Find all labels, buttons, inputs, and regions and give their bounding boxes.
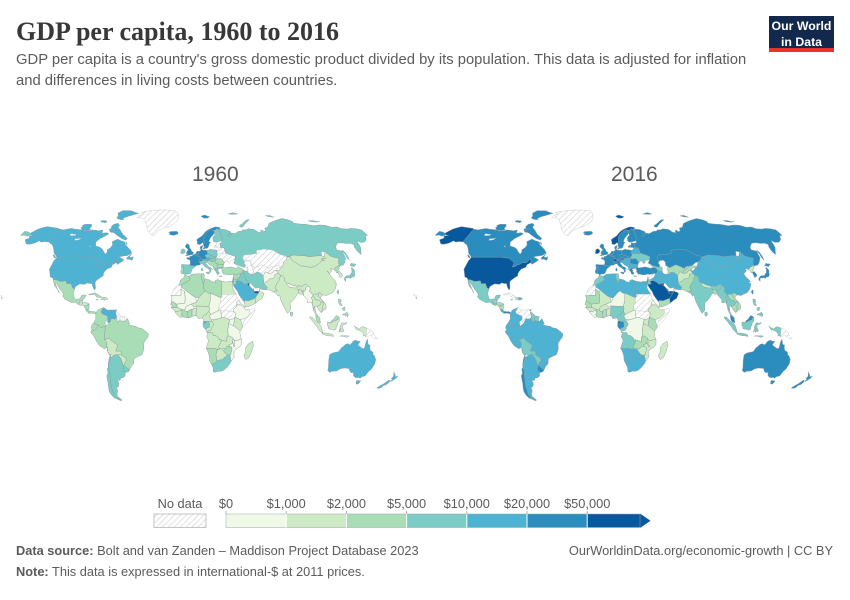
svg-text:$5,000: $5,000 [387,496,426,511]
svg-text:$2,000: $2,000 [327,496,366,511]
svg-text:$0: $0 [219,496,233,511]
svg-text:$1,000: $1,000 [267,496,306,511]
svg-text:$10,000: $10,000 [444,496,490,511]
svg-text:$50,000: $50,000 [564,496,610,511]
svg-text:No data: No data [158,496,204,511]
svg-text:$20,000: $20,000 [504,496,550,511]
